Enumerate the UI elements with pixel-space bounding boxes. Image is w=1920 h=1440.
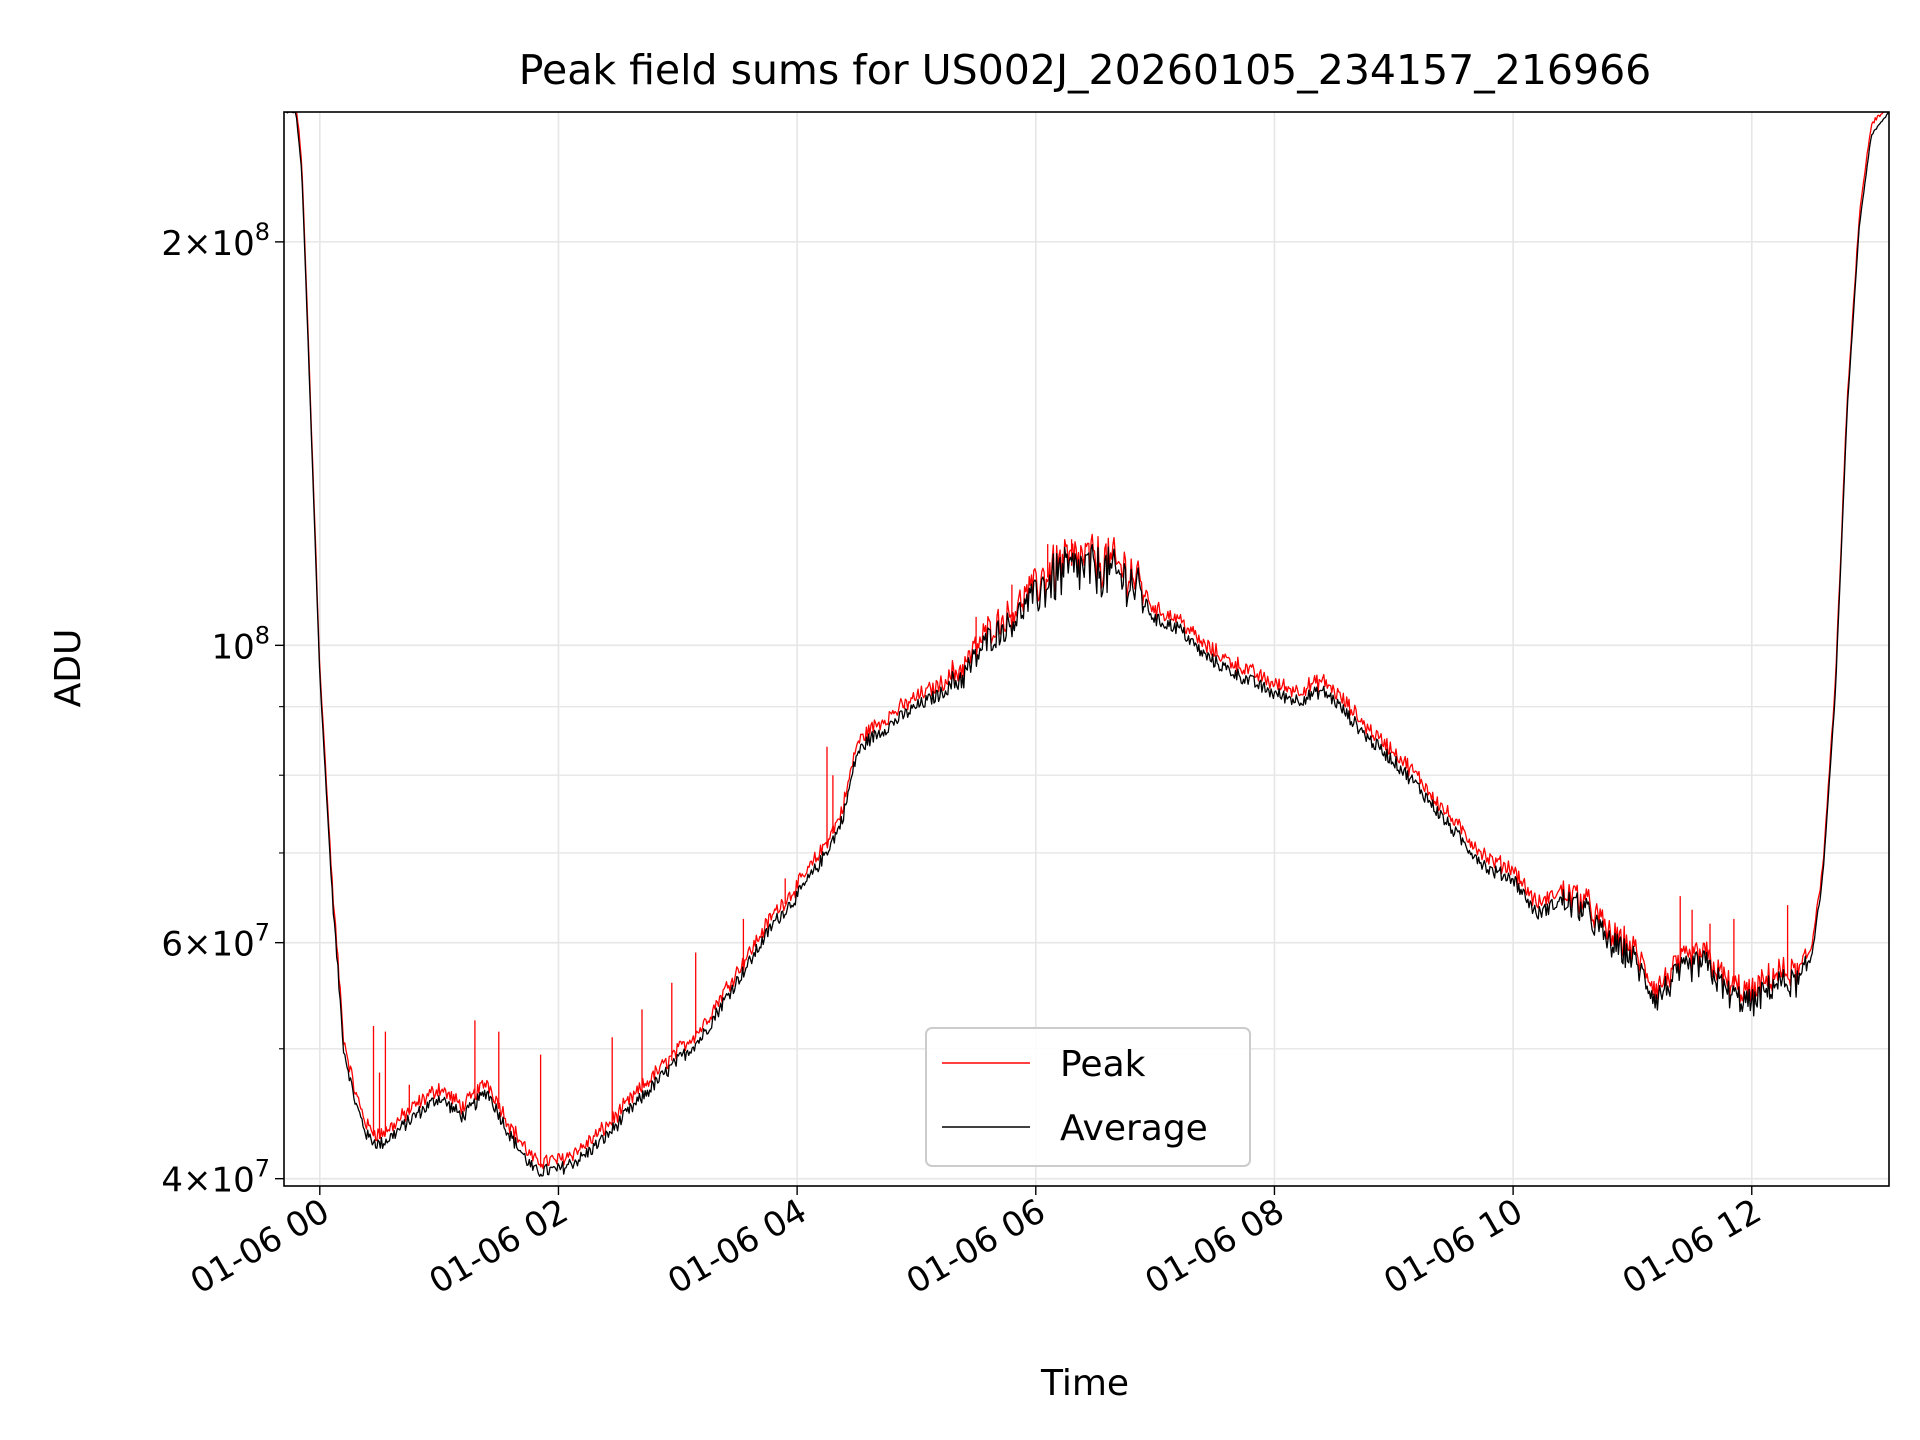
- x-axis-label: Time: [1040, 1363, 1129, 1404]
- peak-series-line: [284, 112, 1889, 1170]
- x-tick-label: 01-06 04: [661, 1191, 813, 1302]
- grid-lines: [284, 112, 1889, 1186]
- legend-average-label: Average: [1060, 1108, 1208, 1149]
- y-axis-ticks: 4×107 6×107 108 2×108: [161, 218, 284, 1201]
- x-tick-label: 01-06 02: [423, 1191, 575, 1302]
- y-tick-label: 6×107: [161, 919, 270, 965]
- average-series-line: [284, 112, 1889, 1177]
- x-tick-label: 01-06 08: [1139, 1191, 1291, 1302]
- x-tick-label: 01-06 06: [900, 1191, 1052, 1302]
- x-axis-ticks: 01-06 00 01-06 02 01-06 04 01-06 06 01-06 08…: [184, 1186, 1768, 1302]
- legend: Peak Average: [925, 1027, 1251, 1167]
- y-tick-label: 108: [211, 621, 270, 667]
- y-tick-label: 4×107: [161, 1155, 270, 1201]
- y-tick-label: 2×108: [161, 218, 270, 264]
- chart-title: Peak field sums for US002J_20260105_2341…: [519, 46, 1652, 94]
- plot-series: [284, 112, 1889, 1177]
- x-tick-label: 01-06 00: [184, 1191, 336, 1302]
- legend-peak-label: Peak: [1060, 1044, 1146, 1085]
- x-tick-label: 01-06 12: [1616, 1191, 1768, 1302]
- x-tick-label: 01-06 10: [1377, 1191, 1529, 1302]
- plot-frame: [283, 111, 1890, 1187]
- y-axis-label: ADU: [48, 629, 89, 708]
